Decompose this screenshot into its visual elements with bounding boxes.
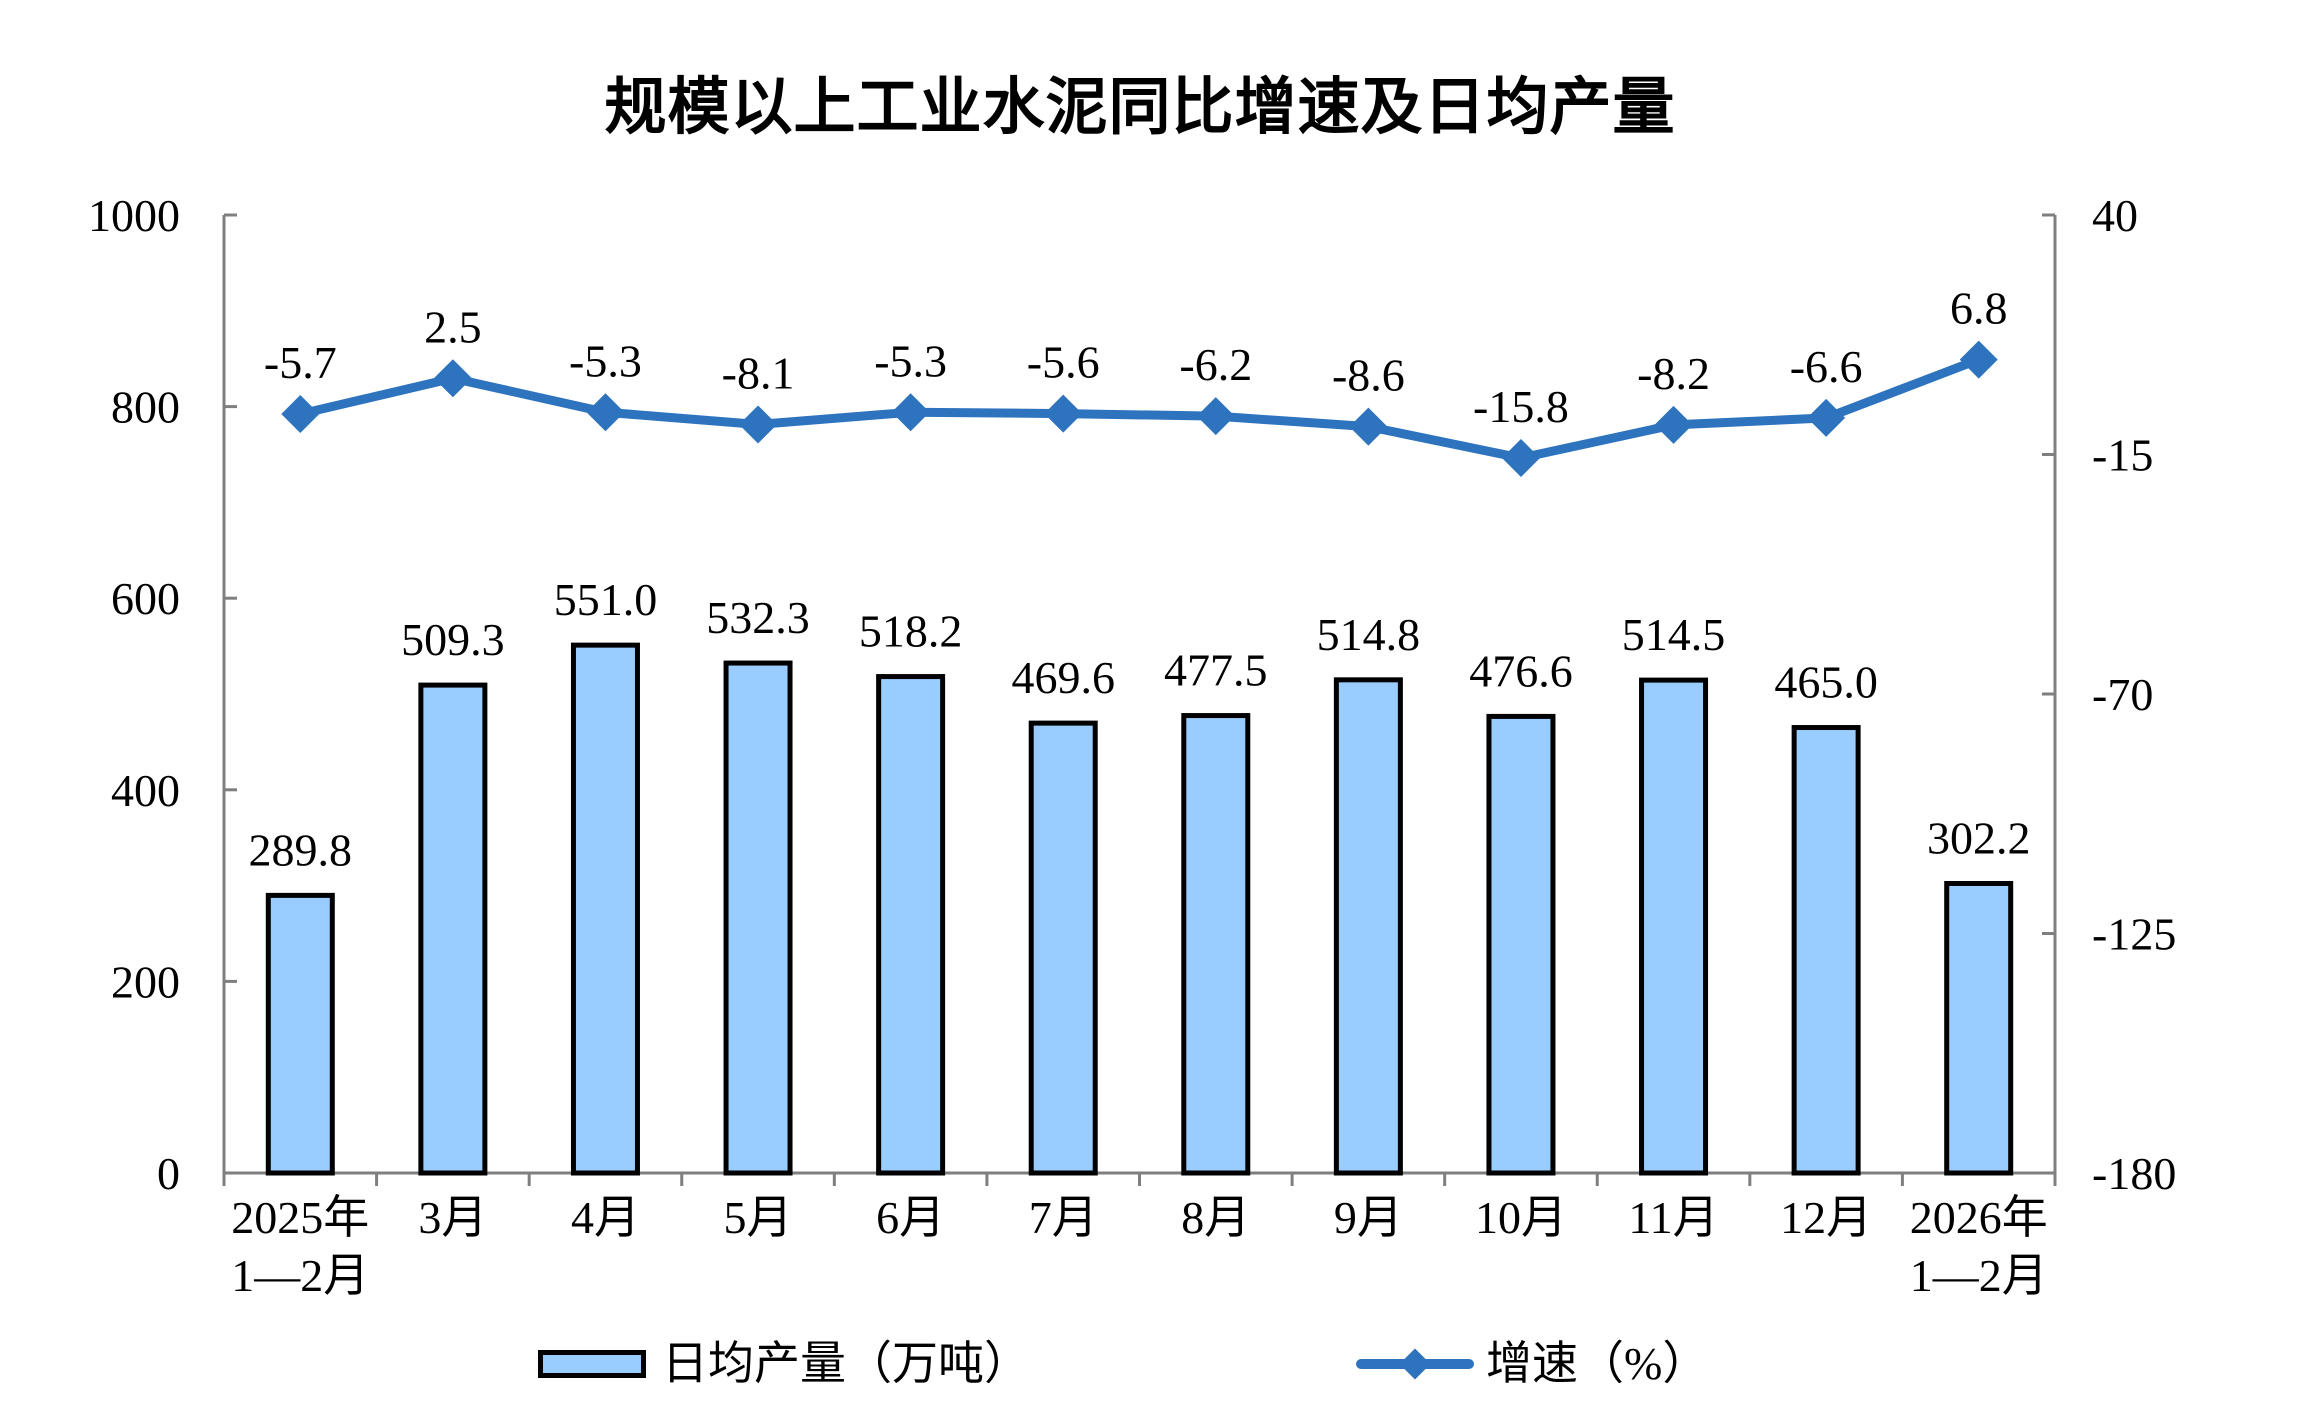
right-axis-label: 40 — [2092, 190, 2138, 241]
bar-value-label: 514.5 — [1622, 609, 1726, 660]
line-value-label: -15.8 — [1473, 381, 1569, 432]
x-axis-category-label: 2025年 1—2月 — [231, 1192, 369, 1301]
legend-item-daily-output: 日均产量（万吨） — [538, 1338, 1030, 1390]
line-value-label: -5.6 — [1027, 337, 1100, 388]
bar-value-label: 465.0 — [1774, 657, 1878, 708]
diamond-marker-icon — [1044, 394, 1083, 433]
bar — [723, 660, 793, 1176]
legend-label-growth-rate: 增速（%） — [1486, 1338, 1709, 1389]
diamond-marker-icon — [433, 359, 472, 398]
line-value-label: -5.3 — [569, 335, 642, 386]
x-axis-category-label: 7月 — [1029, 1192, 1098, 1243]
x-axis-category-label: 4月 — [571, 1192, 640, 1243]
bar-value-label: 518.2 — [859, 606, 963, 657]
line-value-label: -6.6 — [1790, 341, 1863, 392]
diamond-marker-icon — [281, 395, 320, 434]
bar-value-label: 289.8 — [249, 824, 353, 875]
bar — [1486, 713, 1556, 1176]
x-axis-category-label: 12月 — [1780, 1192, 1872, 1243]
line-value-label: 6.8 — [1950, 283, 2008, 334]
x-axis-category-label: 8月 — [1181, 1192, 1250, 1243]
line-value-label: 2.5 — [424, 301, 482, 352]
diamond-marker-icon — [1501, 438, 1540, 477]
line-value-label: -8.6 — [1332, 350, 1405, 401]
bar-value-label: 551.0 — [554, 574, 658, 625]
x-axis-category-label: 2026年 1—2月 — [1910, 1192, 2048, 1301]
bar-value-label: 476.6 — [1469, 645, 1573, 696]
bar — [1639, 677, 1709, 1176]
left-axis-label: 1000 — [88, 190, 180, 241]
bar-value-label: 477.5 — [1164, 645, 1268, 696]
diamond-marker-icon — [1196, 397, 1235, 436]
bar — [265, 892, 335, 1176]
diamond-marker-icon — [1807, 398, 1846, 437]
left-axis-label: 0 — [157, 1148, 180, 1199]
line-value-label: -8.1 — [722, 347, 795, 398]
chart-title: 规模以上工业水泥同比增速及日均产量 — [604, 73, 1676, 142]
bar-value-label: 514.8 — [1317, 609, 1421, 660]
line-value-label: -6.2 — [1179, 339, 1252, 390]
bar-value-label: 469.6 — [1011, 652, 1115, 703]
right-axis-label: -180 — [2092, 1148, 2176, 1199]
legend-item-growth-rate: 增速（%） — [1356, 1338, 1708, 1390]
line-value-label: -5.7 — [264, 337, 337, 388]
diamond-marker-icon — [891, 393, 930, 432]
line-series-swatch — [1356, 1348, 1474, 1380]
bar-value-label: 532.3 — [706, 592, 810, 643]
bar — [570, 642, 640, 1176]
diamond-marker-icon — [1399, 1348, 1431, 1380]
bar — [418, 682, 488, 1176]
x-axis-category-label: 11月 — [1628, 1192, 1718, 1243]
diamond-marker-icon — [1349, 407, 1388, 446]
diamond-marker-icon — [1654, 405, 1693, 444]
bar — [1028, 720, 1098, 1176]
bar — [876, 674, 946, 1176]
x-axis-category-label: 10月 — [1475, 1192, 1567, 1243]
bar — [1791, 725, 1861, 1176]
left-axis-label: 600 — [111, 573, 180, 624]
diamond-marker-icon — [586, 393, 625, 432]
legend-label-daily-output: 日均产量（万吨） — [662, 1338, 1030, 1389]
x-axis-category-label: 5月 — [724, 1192, 793, 1243]
bar — [1944, 880, 2014, 1176]
bar-value-label: 509.3 — [401, 614, 505, 665]
line-value-label: -5.3 — [874, 335, 947, 386]
line-value-label: -8.2 — [1637, 348, 1710, 399]
right-axis-label: -15 — [2092, 430, 2153, 481]
x-axis-category-label: 9月 — [1334, 1192, 1403, 1243]
bar — [1333, 677, 1403, 1176]
bar-series-swatch — [538, 1350, 646, 1378]
right-axis-label: -70 — [2092, 669, 2153, 720]
left-axis-label: 200 — [111, 956, 180, 1007]
x-axis-category-label: 3月 — [418, 1192, 487, 1243]
x-axis-category-label: 6月 — [876, 1192, 945, 1243]
growth-line — [299, 355, 1981, 463]
bar-value-label: 302.2 — [1927, 812, 2031, 863]
right-axis-label: -125 — [2092, 909, 2176, 960]
left-axis-label: 800 — [111, 382, 180, 433]
bar — [1181, 713, 1251, 1176]
diamond-marker-icon — [739, 405, 778, 444]
left-axis-label: 400 — [111, 765, 180, 816]
diamond-marker-icon — [1959, 340, 1998, 379]
